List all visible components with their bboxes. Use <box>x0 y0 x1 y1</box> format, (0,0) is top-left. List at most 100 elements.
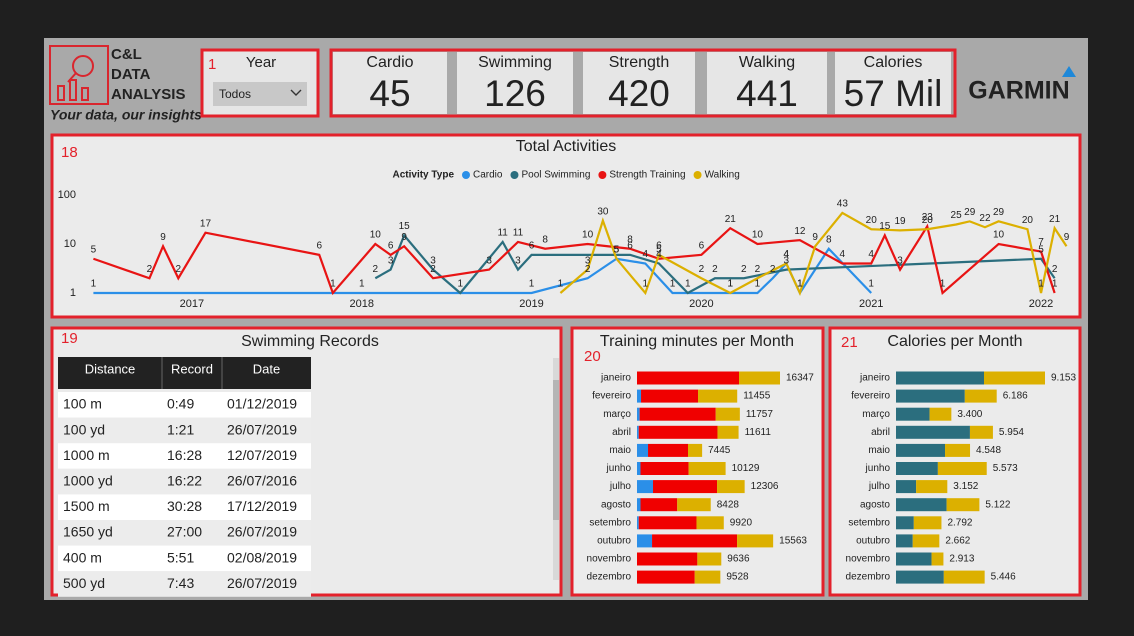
table-cell: 7:43 <box>167 575 194 591</box>
kpi-label: Strength <box>609 54 669 71</box>
y-tick-label: 1 <box>70 287 76 299</box>
kpi-label: Swimming <box>478 54 552 71</box>
data-label: 2 <box>755 264 761 275</box>
bar-segment <box>696 516 724 530</box>
data-label: 1 <box>359 279 365 290</box>
data-label: 9 <box>1064 232 1070 243</box>
logo-tagline: Your data, our insights <box>50 107 202 123</box>
total-label: 11757 <box>746 409 774 420</box>
table-cell: 17/12/2019 <box>227 498 297 514</box>
legend-swatch <box>462 171 470 179</box>
filter-value[interactable]: Todos <box>219 87 251 101</box>
data-label: 4 <box>656 249 662 260</box>
data-label: 11 <box>513 228 524 239</box>
kpi-card <box>835 52 951 114</box>
data-label: 1 <box>670 279 676 290</box>
legend-label: Cardio <box>473 170 503 181</box>
table-cell: 02/08/2019 <box>227 549 297 565</box>
x-tick-label: 2022 <box>1029 298 1053 310</box>
data-label: 29 <box>993 207 1005 218</box>
table-row <box>58 494 311 520</box>
kpi-card <box>333 52 447 114</box>
data-label: 8 <box>627 234 633 245</box>
table-cell: 26/07/2016 <box>227 473 297 489</box>
data-label: 2 <box>699 264 705 275</box>
bar-segment <box>694 570 721 584</box>
total-label: 11455 <box>743 391 771 402</box>
table-cell: 30:28 <box>167 498 202 514</box>
bar-segment <box>896 407 930 421</box>
data-label: 30 <box>597 206 609 217</box>
bar-segment <box>896 516 914 530</box>
data-label: 3 <box>784 255 790 266</box>
column-header: Date <box>253 361 280 376</box>
table-row <box>58 571 311 597</box>
kpi-card <box>457 52 573 114</box>
data-label: 1 <box>755 279 761 290</box>
table-cell: 1500 m <box>63 498 110 514</box>
table-header <box>58 357 311 389</box>
bar-segment <box>637 462 641 475</box>
data-label: 5 <box>91 244 97 255</box>
table-cell: 1000 yd <box>63 473 113 489</box>
total-label: 5.954 <box>999 427 1024 438</box>
scrollbar-thumb[interactable] <box>553 380 559 520</box>
table-cell: 26/07/2019 <box>227 524 297 540</box>
category-label: maio <box>868 445 890 456</box>
data-label: 17 <box>200 218 212 229</box>
bar-segment <box>637 425 639 439</box>
data-label: 3 <box>388 255 394 266</box>
bar-segment <box>945 443 971 457</box>
bar-segment <box>715 407 740 421</box>
data-label: 21 <box>1049 214 1061 225</box>
kpi-value: 420 <box>608 73 670 114</box>
legend-swatch <box>693 171 702 179</box>
bar-segment <box>916 480 948 494</box>
dropdown-arrow[interactable] <box>290 89 302 96</box>
data-label: 19 <box>895 216 907 227</box>
logo-line: DATA <box>111 66 151 83</box>
bar-segment <box>717 425 739 439</box>
bar-segment <box>637 480 654 494</box>
brand-triangle <box>1062 66 1076 77</box>
data-label: 6 <box>699 241 705 252</box>
bar-segment <box>912 534 940 548</box>
data-label: 6 <box>529 241 535 252</box>
total-label: 8428 <box>717 499 740 510</box>
data-label: 1 <box>91 279 97 290</box>
data-label: 4 <box>784 249 790 260</box>
bar-segment <box>698 389 738 403</box>
bar-segment <box>637 570 695 584</box>
column-header: Distance <box>85 361 136 376</box>
bar-segment <box>677 498 711 512</box>
total-label: 3.400 <box>957 409 982 420</box>
data-label: 8 <box>542 234 548 245</box>
bar-segment <box>637 389 642 403</box>
category-label: julho <box>868 481 891 492</box>
bar-segment <box>637 552 698 566</box>
bar-segment <box>896 425 970 439</box>
data-label: 1 <box>330 279 336 290</box>
legend-label: Strength Training <box>609 170 685 181</box>
category-label: fevereiro <box>851 391 890 402</box>
bar-segment <box>637 534 653 548</box>
data-label: 21 <box>725 214 737 225</box>
table-cell: 01/12/2019 <box>227 396 297 412</box>
x-tick-label: 2019 <box>519 298 543 310</box>
data-label: 2 <box>430 264 436 275</box>
series-line <box>559 211 1068 297</box>
marker: 21 <box>841 334 858 351</box>
category-label: novembro <box>587 554 632 565</box>
data-label: 11 <box>497 228 508 239</box>
series-line <box>93 223 1056 296</box>
bar-segment <box>943 570 985 584</box>
data-label: 1 <box>1052 279 1058 290</box>
kpi-card <box>707 52 827 114</box>
category-label: outubro <box>856 536 890 547</box>
filter-dropdown[interactable] <box>213 82 307 106</box>
total-label: 4.548 <box>976 445 1001 456</box>
logo-line: ANALYSIS <box>111 86 185 103</box>
bar-segment <box>652 534 738 548</box>
data-label: 1 <box>727 279 733 290</box>
data-label: 1 <box>797 279 803 290</box>
